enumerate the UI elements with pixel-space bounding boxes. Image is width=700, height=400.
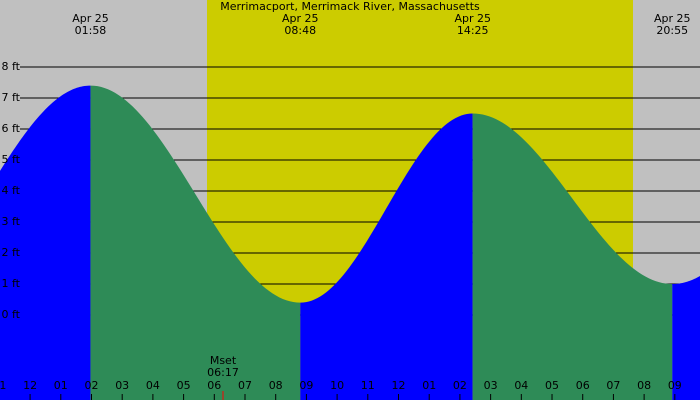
y-tick-label: 7 ft [2, 91, 21, 104]
x-tick-label: 09 [668, 379, 682, 392]
falling-tide [90, 85, 301, 400]
x-tick-label: 03 [484, 379, 498, 392]
x-tick-label: 10 [330, 379, 344, 392]
x-tick-label: 06 [576, 379, 590, 392]
rising-tide [0, 85, 91, 400]
extreme-date: Apr 25 [654, 12, 691, 25]
y-tick-label: 6 ft [2, 122, 21, 135]
x-tick-label: 11 [361, 379, 375, 392]
rising-tide [672, 276, 700, 400]
x-tick-label: 06 [207, 379, 221, 392]
chart-title: Merrimacport, Merrimack River, Massachus… [220, 0, 480, 13]
x-tick-label: 12 [23, 379, 37, 392]
rising-tide [300, 113, 473, 400]
x-tick-label: 11 [0, 379, 6, 392]
moon-label: Mset [210, 354, 237, 367]
x-tick-label: 04 [514, 379, 528, 392]
extreme-date: Apr 25 [282, 12, 319, 25]
y-tick-label: 1 ft [2, 277, 21, 290]
extreme-time: 20:55 [656, 24, 688, 37]
x-tick-label: 01 [422, 379, 436, 392]
y-tick-label: 4 ft [2, 184, 21, 197]
x-tick-label: 07 [238, 379, 252, 392]
x-tick-label: 02 [453, 379, 467, 392]
y-tick-label: 2 ft [2, 246, 21, 259]
x-tick-label: 04 [146, 379, 160, 392]
y-tick-label: 5 ft [2, 153, 21, 166]
moon-time: 06:17 [207, 366, 239, 379]
x-tick-label: 12 [392, 379, 406, 392]
extreme-time: 08:48 [284, 24, 316, 37]
y-tick-label: 0 ft [2, 308, 21, 321]
extreme-time: 14:25 [457, 24, 489, 37]
x-tick-label: 08 [269, 379, 283, 392]
extreme-time: 01:58 [75, 24, 107, 37]
y-tick-label: 3 ft [2, 215, 21, 228]
y-tick-label: 8 ft [2, 60, 21, 73]
extreme-date: Apr 25 [72, 12, 109, 25]
x-tick-label: 08 [637, 379, 651, 392]
x-tick-label: 01 [54, 379, 68, 392]
falling-tide [472, 113, 673, 400]
extreme-date: Apr 25 [454, 12, 491, 25]
x-tick-label: 05 [545, 379, 559, 392]
x-tick-label: 09 [299, 379, 313, 392]
x-tick-label: 07 [606, 379, 620, 392]
x-tick-label: 05 [177, 379, 191, 392]
x-tick-label: 02 [84, 379, 98, 392]
x-tick-label: 03 [115, 379, 129, 392]
